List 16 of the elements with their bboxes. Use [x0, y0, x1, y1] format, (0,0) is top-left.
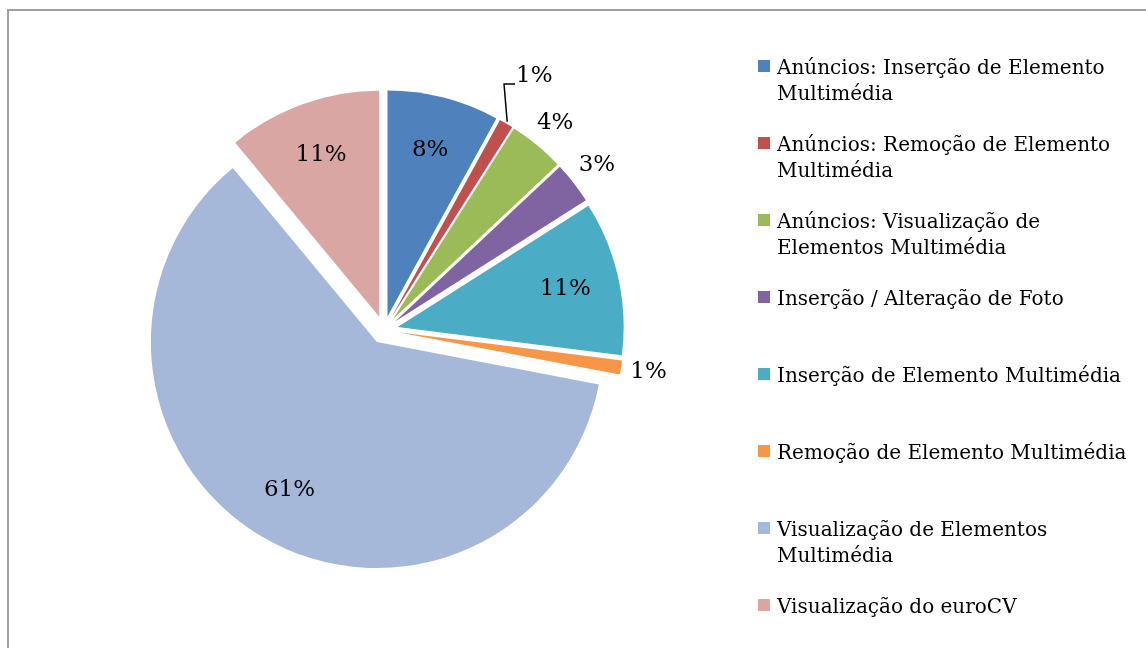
legend-label: Visualização do euroCV	[777, 593, 1017, 619]
data-label: 4%	[536, 108, 574, 135]
legend-label: Inserção de Elemento Multimédia	[777, 362, 1122, 388]
legend-label: Anúncios: Remoção de Elemento Multimédia	[777, 131, 1112, 183]
legend-label: Anúncios: Inserção de Elemento Multimédia	[777, 54, 1106, 106]
data-label: 1%	[630, 356, 667, 383]
data-label: 8%	[411, 135, 449, 162]
data-label: 11%	[295, 140, 347, 167]
data-label: 1%	[516, 60, 553, 87]
data-label: 11%	[539, 274, 591, 301]
legend-label: Remoção de Elemento Multimédia	[777, 439, 1127, 465]
legend-label: Visualização de Elementos Multimédia	[777, 516, 1049, 568]
legend-label: Anúncios: Visualização de Elementos Multimédia	[777, 208, 1042, 260]
data-label: 61%	[263, 474, 315, 501]
data-label: 3%	[578, 149, 616, 176]
legend-label: Inserção / Alteração de Foto	[777, 285, 1064, 311]
